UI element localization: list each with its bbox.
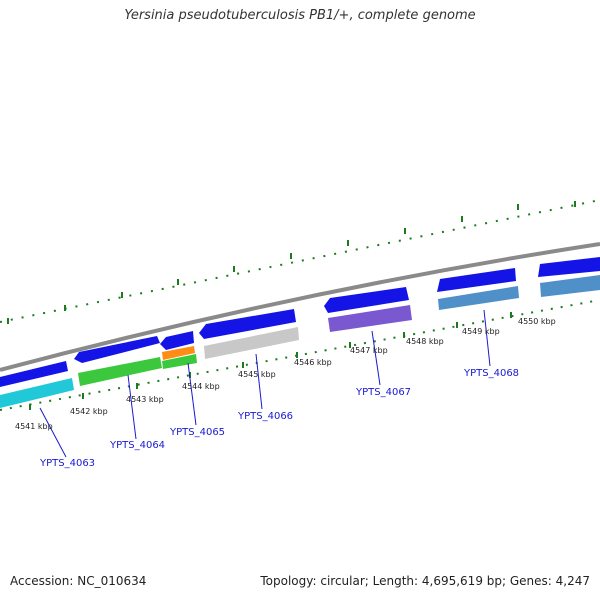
kbp-label: 4546 kbp: [294, 358, 332, 367]
gene-arrow: [437, 268, 516, 292]
gene-block: [204, 327, 299, 359]
kbp-label: 4549 kbp: [462, 327, 500, 336]
gene-label[interactable]: YPTS_4064: [109, 440, 165, 451]
map-title: Yersinia pseudotuberculosis PB1/+, compl…: [124, 8, 476, 23]
kbp-label: 4541 kbp: [15, 422, 53, 431]
gene-block: [78, 357, 162, 386]
gene-block: [438, 286, 519, 310]
gene-leader-lines: [39, 309, 491, 458]
gene-block: [162, 346, 195, 360]
gene-block: [540, 275, 600, 297]
kbp-label: 4548 kbp: [406, 337, 444, 346]
gene-arrow: [324, 287, 409, 313]
kbp-labels: 4541 kbp 4542 kbp 4543 kbp 4544 kbp 4545…: [15, 317, 556, 431]
gene-label[interactable]: YPTS_4068: [463, 368, 519, 379]
kbp-label: 4545 kbp: [238, 370, 276, 379]
gene-arrow: [160, 331, 194, 350]
topology-text: Topology: circular; Length: 4,695,619 bp…: [260, 574, 590, 588]
gene-arrow: [538, 257, 600, 277]
kbp-label: 4542 kbp: [70, 407, 108, 416]
gene-block: [328, 305, 412, 332]
gene-label[interactable]: YPTS_4063: [39, 458, 95, 469]
gene-label[interactable]: YPTS_4066: [237, 411, 293, 422]
kbp-label: 4543 kbp: [126, 395, 164, 404]
gene-arrow: [0, 361, 68, 387]
inner-colored-genes: [0, 275, 600, 408]
gene-arrow: [74, 336, 160, 363]
genome-backbone: [0, 242, 600, 372]
gene-block: [162, 354, 197, 369]
accession-text: Accession: NC_010634: [10, 574, 147, 588]
gene-label[interactable]: YPTS_4065: [169, 427, 225, 438]
gene-label[interactable]: YPTS_4067: [355, 387, 411, 398]
forward-strand-genes: [0, 257, 600, 387]
kbp-label: 4547 kbp: [350, 346, 388, 355]
gene-labels: YPTS_4063 YPTS_4064 YPTS_4065 YPTS_4066 …: [39, 368, 519, 469]
kbp-label: 4550 kbp: [518, 317, 556, 326]
outer-tick-ring: [0, 199, 600, 324]
gene-block: [0, 378, 74, 408]
gene-arrow: [199, 309, 296, 339]
kbp-label: 4544 kbp: [182, 382, 220, 391]
